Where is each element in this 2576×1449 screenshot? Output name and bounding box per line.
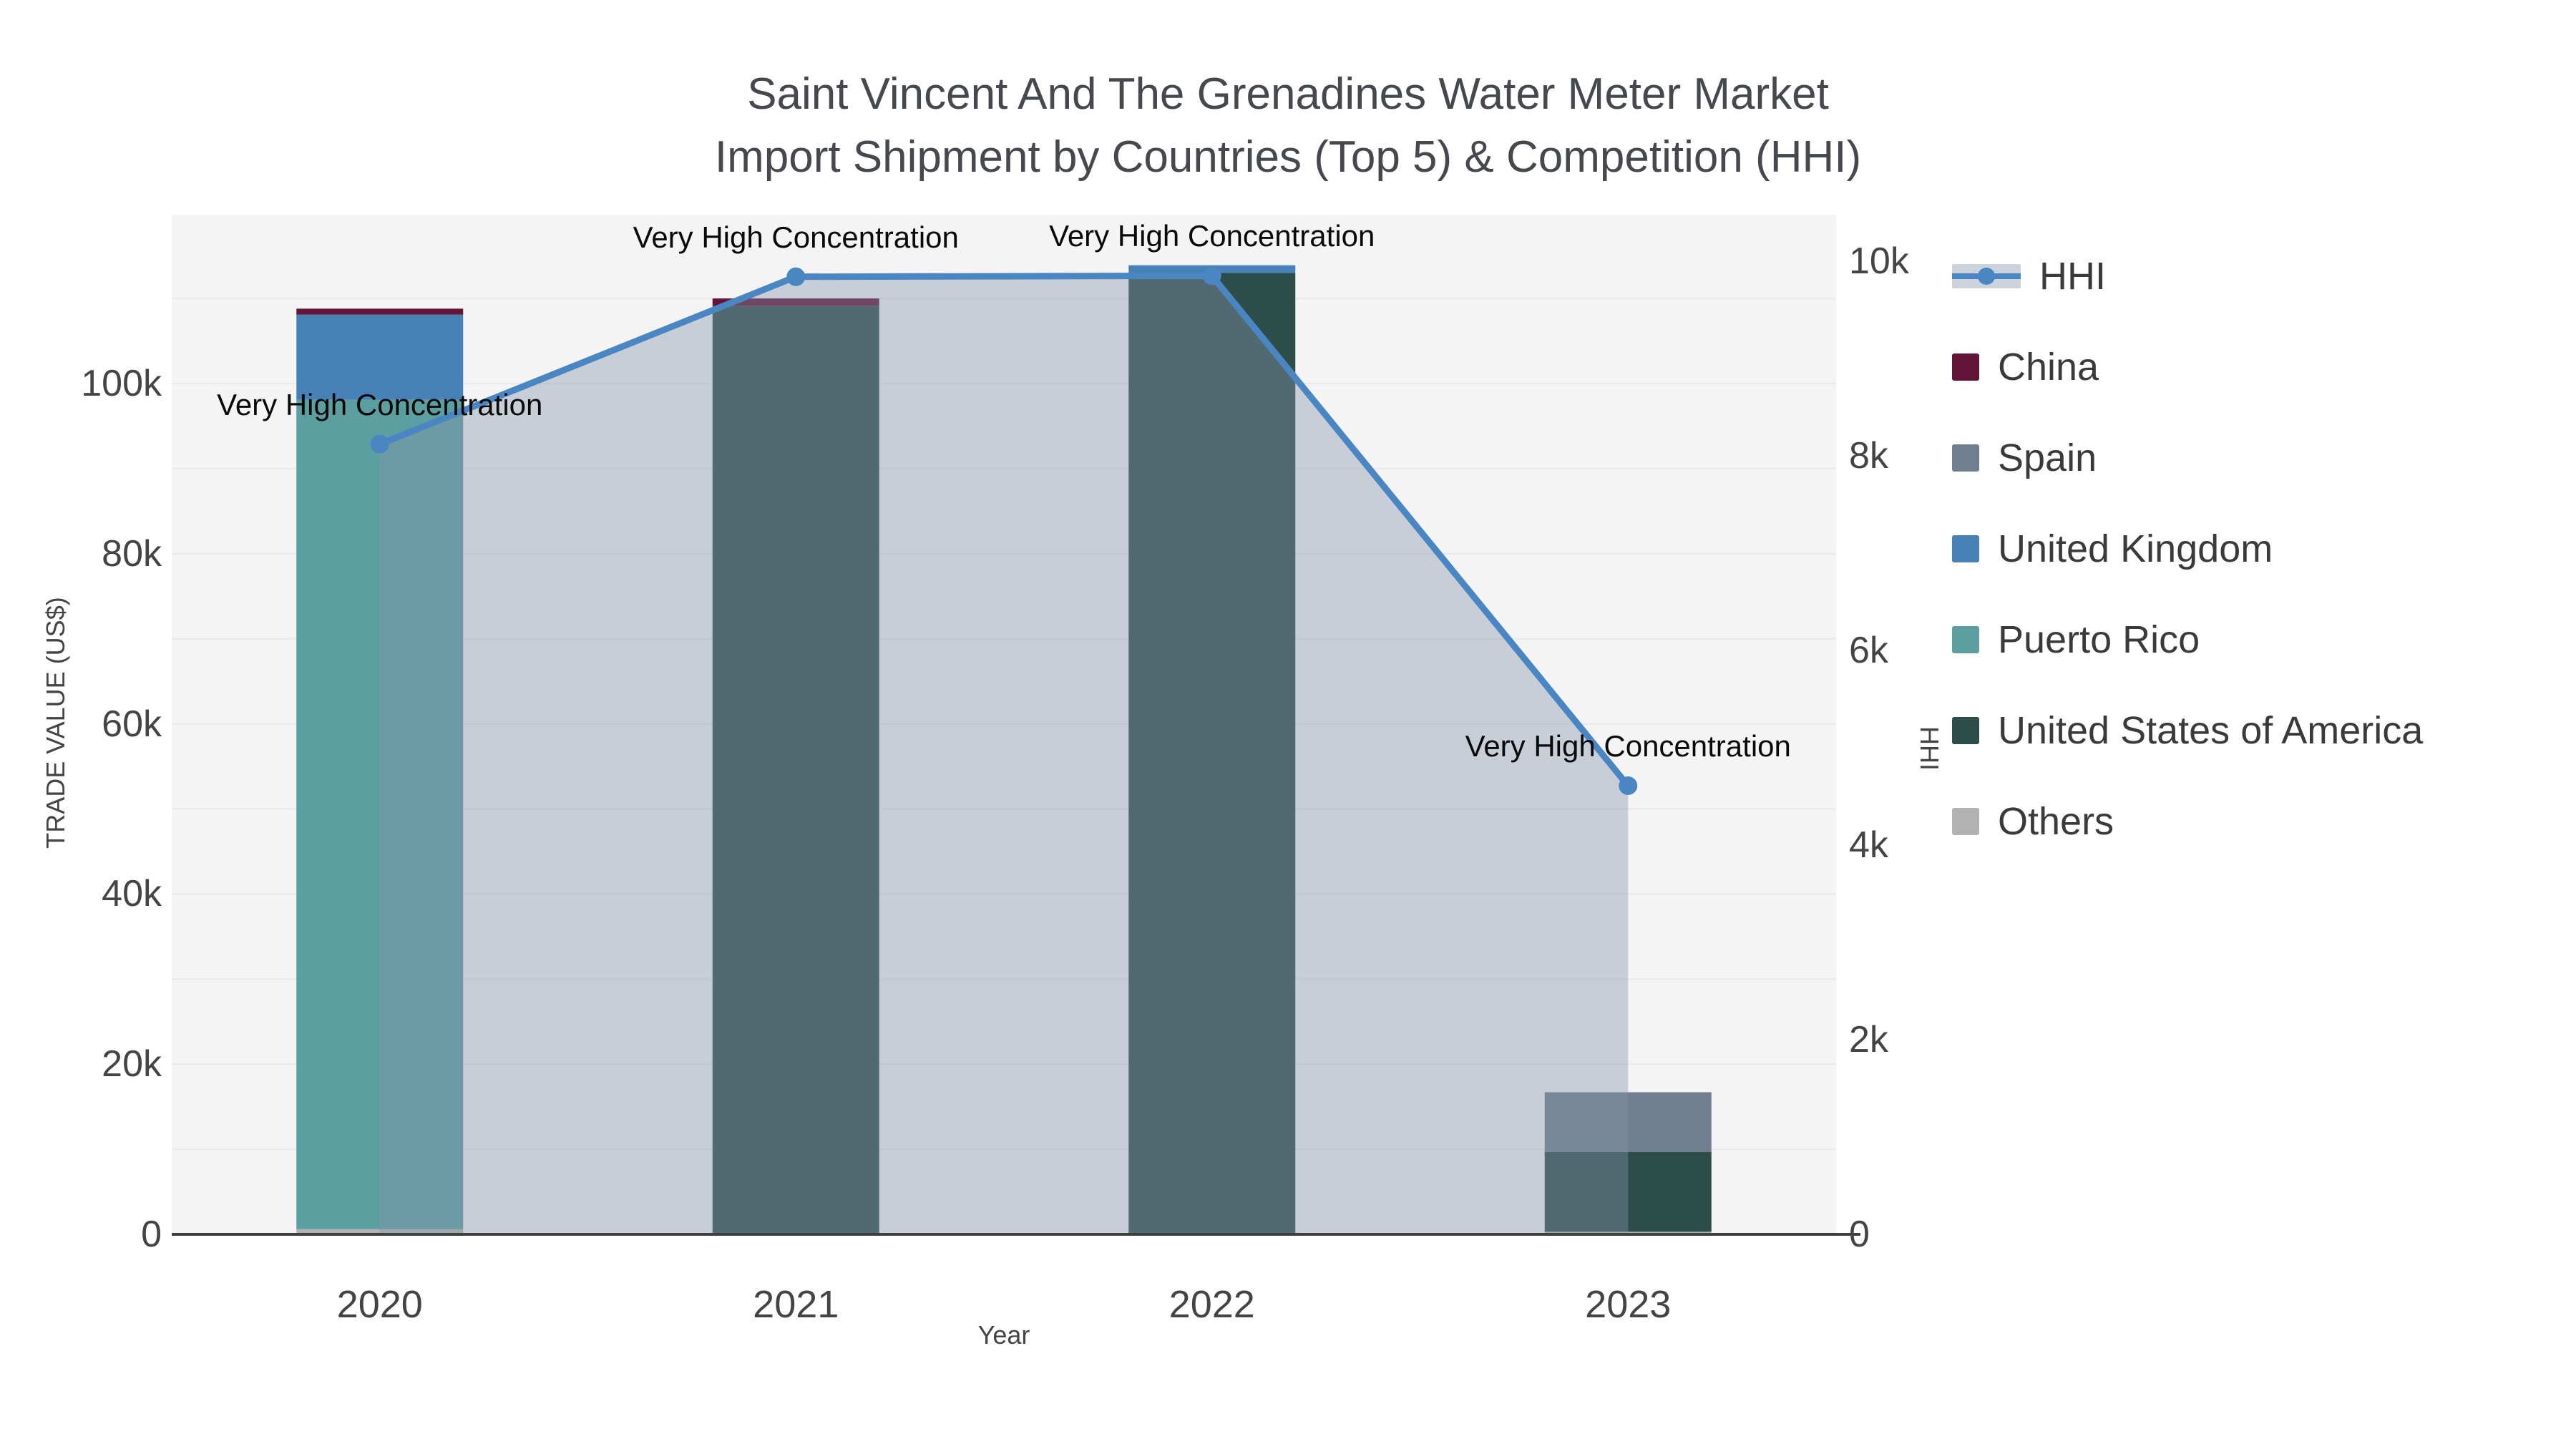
x-tick-2023: 2023 <box>1585 1283 1672 1326</box>
x-tick-2020: 2020 <box>336 1283 423 1326</box>
hhi-marker-2023[interactable] <box>1619 776 1638 796</box>
legend-swatch-icon <box>1952 353 1979 381</box>
chart-title-line1: Saint Vincent And The Grenadines Water M… <box>747 69 1829 119</box>
bar-segment-others-2020[interactable] <box>296 1229 464 1234</box>
bar-segment-united-states-of-america-2022[interactable] <box>1128 273 1296 1235</box>
hhi-marker-2022[interactable] <box>1202 266 1221 286</box>
legend-label: HHI <box>2039 255 2106 298</box>
hhi-marker-2021[interactable] <box>786 267 806 286</box>
bar-segment-puerto-rico-2020[interactable] <box>296 399 464 1229</box>
x-tick-2021: 2021 <box>753 1283 839 1326</box>
x-tick-2022: 2022 <box>1169 1283 1255 1326</box>
bar-segment-china-2021[interactable] <box>712 298 879 306</box>
bar-segment-united-states-of-america-2021[interactable] <box>712 306 879 1234</box>
hhi-line-swatch-icon <box>1952 264 2021 288</box>
legend-label: Puerto Rico <box>1998 618 2200 661</box>
legend-swatch-icon <box>1952 717 1979 744</box>
legend-item-china[interactable]: China <box>1952 340 2099 394</box>
annotation-2023: Very High Concentration <box>1465 729 1791 763</box>
legend-item-spain[interactable]: Spain <box>1952 431 2097 485</box>
right-axis-title: HHI <box>1915 726 1944 771</box>
annotation-2022: Very High Concentration <box>1049 219 1375 253</box>
legend-label: United States of America <box>1998 709 2424 752</box>
annotation-2021: Very High Concentration <box>633 220 959 254</box>
legend-item-united-states-of-america[interactable]: United States of America <box>1952 703 2423 758</box>
legend-item-puerto-rico[interactable]: Puerto Rico <box>1952 613 2200 667</box>
legend-swatch-icon <box>1952 535 1979 562</box>
y-right-tick-2k: 2k <box>1849 1019 1888 1060</box>
legend-swatch-icon <box>1952 626 1979 653</box>
legend-item-united-kingdom[interactable]: United Kingdom <box>1952 522 2273 576</box>
y-right-tick-4k: 4k <box>1849 824 1888 866</box>
y-right-tick-8k: 8k <box>1849 435 1888 477</box>
y-left-tick-100k: 100k <box>81 363 162 404</box>
y-right-tick-6k: 6k <box>1849 630 1888 671</box>
chart-title-line2: Import Shipment by Countries (Top 5) & C… <box>714 132 1862 182</box>
bar-segment-spain-2023[interactable] <box>1544 1092 1712 1152</box>
y-right-tick-0: 0 <box>1849 1214 1870 1255</box>
hhi-swatch-marker <box>1978 268 1995 285</box>
annotation-2020: Very High Concentration <box>217 387 543 421</box>
legend-label: Others <box>1998 800 2114 843</box>
hhi-line <box>379 272 1631 788</box>
y-left-tick-80k: 80k <box>102 532 162 575</box>
y-left-tick-40k: 40k <box>102 873 162 915</box>
bar-segment-united-kingdom-2020[interactable] <box>296 314 464 400</box>
y-right-tick-10k: 10k <box>1849 240 1909 282</box>
left-axis-title: TRADE VALUE (US$) <box>41 597 70 849</box>
hhi-marker-2020[interactable] <box>370 434 389 454</box>
y-left-tick-0: 0 <box>141 1214 162 1255</box>
y-left-tick-20k: 20k <box>102 1043 162 1085</box>
bar-segment-china-2020[interactable] <box>296 308 464 315</box>
legend-label: United Kingdom <box>1998 527 2273 570</box>
bar-segment-united-states-of-america-2023[interactable] <box>1544 1151 1712 1232</box>
legend-item-hhi[interactable]: HHI <box>1952 249 2106 303</box>
x-axis-title: Year <box>977 1320 1030 1350</box>
legend-swatch-icon <box>1952 808 1979 835</box>
hhi-area-fill <box>379 275 1629 1234</box>
legend-swatch-icon <box>1952 444 1979 472</box>
y-left-tick-60k: 60k <box>102 703 162 745</box>
legend-item-others[interactable]: Others <box>1952 794 2114 849</box>
legend-label: Spain <box>1998 436 2097 479</box>
legend-label: China <box>1998 346 2099 389</box>
chart-title: Saint Vincent And The Grenadines Water M… <box>0 63 2576 189</box>
